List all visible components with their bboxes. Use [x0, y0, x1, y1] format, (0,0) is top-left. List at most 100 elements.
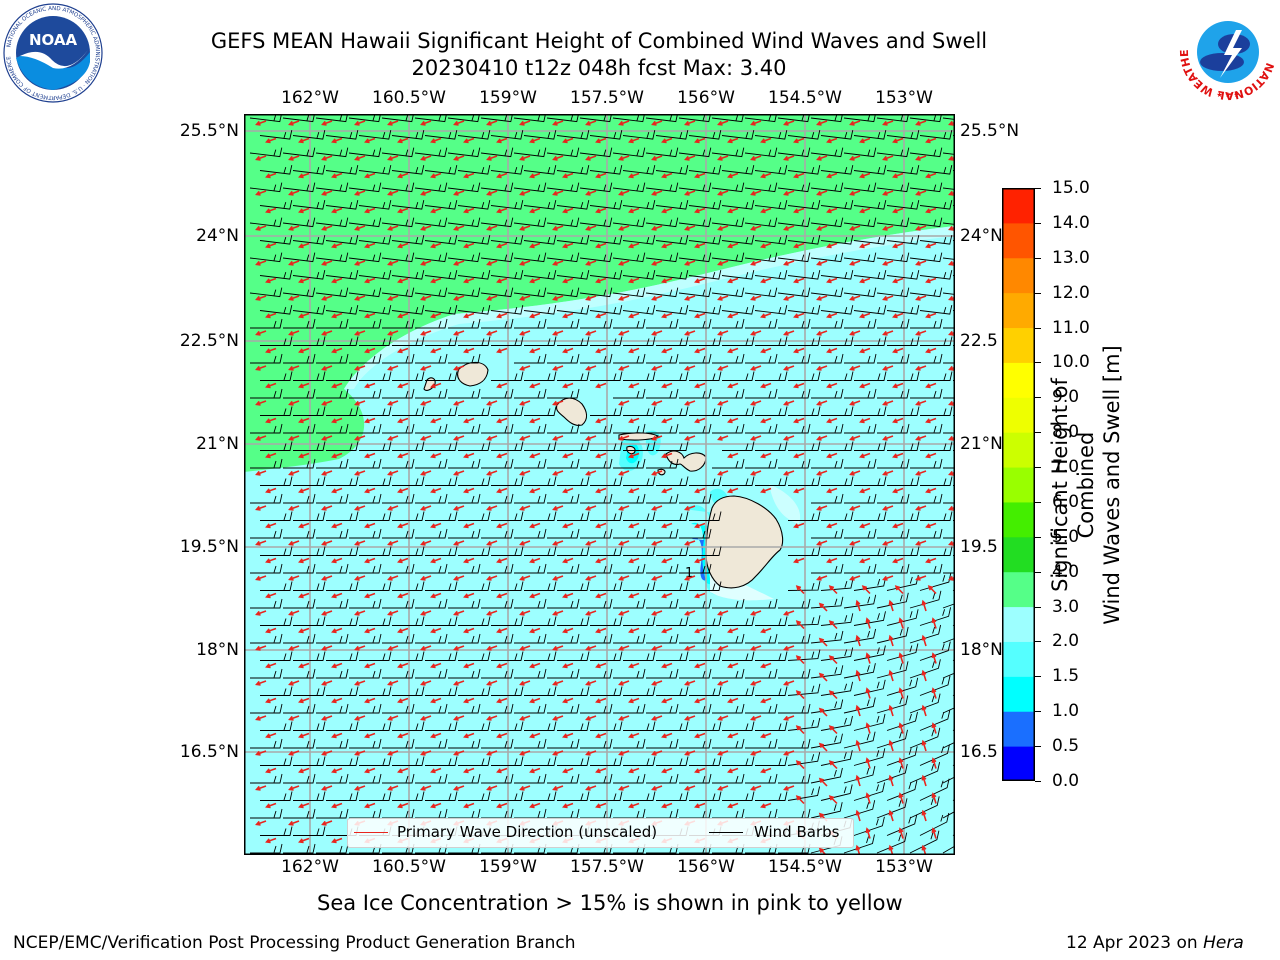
wind-barb — [613, 563, 646, 574]
wave-direction-arrow — [651, 680, 663, 686]
wave-direction-arrow — [529, 312, 541, 319]
wind-barb — [283, 633, 316, 644]
wind-barb — [514, 773, 547, 784]
wave-direction-arrow — [397, 382, 409, 389]
wave-direction-arrow — [915, 225, 927, 231]
wind-barb — [316, 318, 349, 329]
wind-barb — [250, 493, 283, 504]
wave-direction-arrow — [430, 452, 442, 459]
wind-barb — [844, 458, 877, 469]
wave-direction-arrow — [255, 400, 267, 406]
wave-direction-arrow — [793, 207, 805, 214]
wave-direction-arrow — [684, 505, 696, 511]
wind-barb — [513, 114, 546, 123]
wave-direction-arrow — [463, 137, 475, 144]
wave-direction-arrow — [694, 767, 706, 774]
wind-barb — [491, 651, 524, 661]
contour-label: 1 — [685, 566, 693, 581]
wave-direction-arrow — [585, 120, 597, 126]
wave-direction-arrow — [519, 540, 531, 546]
wave-direction-arrow — [486, 120, 498, 126]
wave-direction-arrow — [618, 575, 630, 581]
wave-direction-arrow — [255, 820, 267, 826]
wave-direction-arrow — [661, 802, 673, 809]
wind-barb — [481, 493, 514, 504]
wave-direction-arrow — [387, 575, 399, 581]
island-lanai — [626, 445, 636, 455]
wind-barb — [481, 703, 514, 714]
wind-barb — [249, 147, 283, 158]
wave-direction-arrow — [818, 707, 828, 717]
wave-direction-arrow — [859, 172, 871, 179]
wave-direction-arrow — [354, 120, 366, 126]
wave-direction-arrow — [684, 155, 696, 161]
wave-direction-arrow — [628, 242, 640, 249]
wind-barb — [689, 616, 722, 626]
wave-direction-arrow — [651, 120, 663, 126]
wind-barb — [655, 130, 689, 140]
wind-barb — [909, 624, 942, 644]
wind-barb — [425, 441, 458, 451]
wind-barb — [523, 270, 557, 280]
wind-barb — [844, 423, 877, 434]
wind-barb — [721, 270, 755, 280]
wave-direction-arrow — [496, 767, 508, 774]
run-host: Hera — [1203, 933, 1244, 953]
wind-barb — [490, 270, 524, 280]
wind-barb — [425, 511, 458, 521]
wind-barb — [777, 182, 811, 193]
wave-direction-arrow — [463, 277, 475, 284]
wind-barb — [414, 252, 448, 263]
wind-barb — [886, 746, 918, 766]
wave-direction-arrow — [727, 172, 739, 179]
wave-direction-arrow — [430, 662, 442, 669]
wind-barb — [942, 152, 955, 155]
wave-direction-arrow — [855, 774, 861, 787]
wind-barb — [391, 305, 425, 315]
wind-barb — [689, 721, 722, 731]
wave-direction-arrow — [519, 645, 531, 651]
wind-barb — [689, 791, 722, 801]
wave-direction-arrow — [750, 610, 762, 616]
wind-barb — [546, 182, 580, 193]
wind-barb — [712, 598, 745, 609]
wind-barb — [909, 590, 942, 609]
wave-direction-arrow — [298, 662, 310, 669]
wave-direction-arrow — [529, 697, 541, 704]
wind-barb — [589, 165, 623, 175]
wind-barb — [283, 563, 316, 574]
wave-direction-arrow — [321, 155, 333, 161]
wind-barb — [447, 287, 481, 298]
wave-direction-arrow — [783, 610, 795, 616]
wave-direction-arrow — [364, 592, 376, 599]
wave-direction-arrow — [430, 592, 442, 599]
wave-direction-arrow — [915, 295, 927, 301]
wave-direction-arrow — [760, 312, 772, 319]
wind-barb — [712, 703, 745, 714]
wave-direction-arrow — [529, 452, 541, 459]
wave-direction-arrow — [420, 190, 432, 196]
wave-direction-arrow — [486, 645, 498, 651]
wave-direction-arrow — [397, 767, 409, 774]
wind-barb — [712, 773, 745, 784]
lon-tick-top: 153°W — [875, 88, 933, 108]
wave-direction-arrow — [651, 470, 663, 476]
wave-direction-arrow — [298, 592, 310, 599]
wind-barb — [381, 182, 415, 193]
wind-barb — [909, 762, 941, 784]
wind-barb — [679, 528, 712, 539]
wind-barb — [250, 808, 283, 819]
wind-barb — [910, 388, 943, 399]
wave-direction-arrow — [519, 680, 531, 686]
wind-barb — [887, 371, 920, 381]
wind-barb — [622, 165, 656, 175]
wave-direction-arrow — [387, 400, 399, 406]
wave-direction-arrow — [552, 190, 564, 196]
wave-direction-arrow — [552, 155, 564, 161]
wave-direction-arrow — [387, 190, 399, 196]
wave-direction-arrow — [397, 277, 409, 284]
wind-barb — [712, 458, 745, 469]
wave-direction-arrow — [364, 522, 376, 529]
wave-direction-arrow — [397, 802, 409, 809]
wind-barb — [646, 563, 679, 574]
